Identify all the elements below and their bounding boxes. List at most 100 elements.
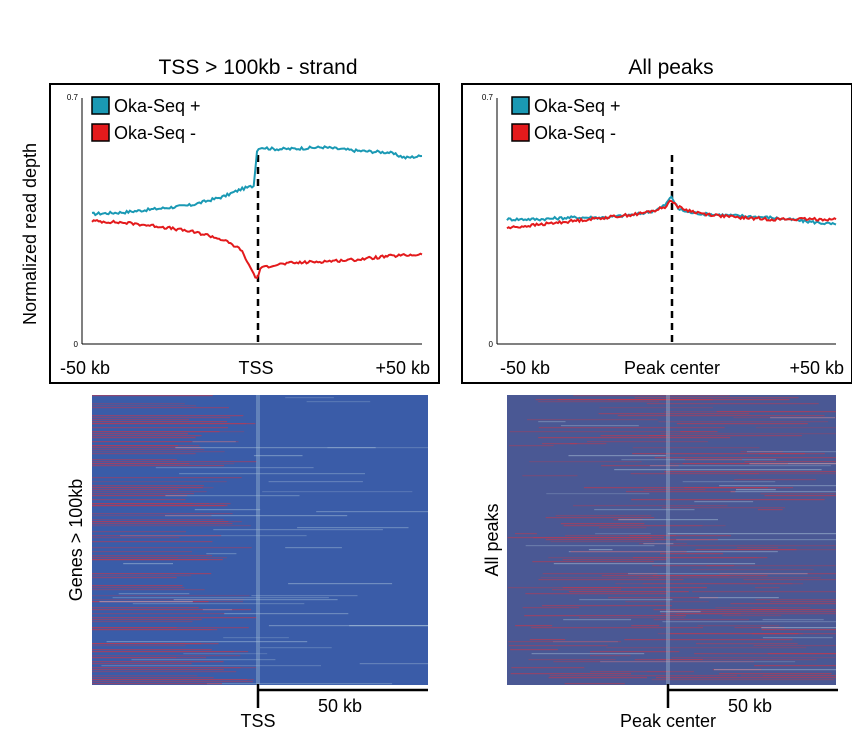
heatmap-streak [770, 417, 835, 419]
heatmap-streak [588, 549, 613, 551]
heatmap-streak [92, 551, 192, 553]
heatmap-streak [639, 543, 687, 545]
heatmap-center-column [256, 395, 260, 685]
heatmap-streak [92, 671, 237, 673]
heatmap-streak [555, 515, 652, 517]
heatmap-peaks: All peaks 50 kb Peak center [482, 395, 838, 731]
heatmap-streak [92, 607, 199, 609]
heatmap-streak [651, 679, 835, 681]
series-lines [506, 195, 837, 230]
heatmap-streak [598, 413, 750, 415]
heatmap-streak [743, 579, 836, 581]
heatmap-streak [730, 491, 836, 493]
heatmap-streak [92, 451, 225, 453]
heatmap-streak [643, 489, 706, 491]
heatmap-streak [92, 669, 224, 671]
heatmap-streak [92, 407, 229, 409]
heatmap-streak [92, 589, 205, 591]
heatmap-streak [92, 599, 244, 601]
heatmap-streak [183, 653, 268, 655]
heatmap-streak [101, 665, 322, 667]
heatmap-streak [175, 447, 376, 449]
y-tick-label-min: 0 [489, 340, 494, 349]
heatmap-streak [92, 441, 239, 443]
heatmap-streak [92, 613, 225, 615]
heatmap-streak [652, 565, 735, 567]
heatmap-streak [762, 637, 833, 639]
heatmap-streak [545, 517, 655, 519]
heatmap-streak [770, 601, 836, 603]
heatmap-streak [532, 561, 654, 563]
heatmap-streak [206, 553, 237, 555]
heatmap-streak [92, 489, 179, 491]
heatmap-streak [92, 459, 177, 461]
heatmap-streak [202, 609, 233, 611]
heatmap-streak [262, 491, 413, 493]
heatmap-streak [694, 501, 754, 503]
heatmap-streak [92, 505, 228, 507]
heatmap-streak [92, 427, 228, 429]
chart-frame [49, 83, 440, 384]
heatmap-streak [527, 419, 658, 421]
heatmap-y-label: Genes > 100kb [66, 479, 86, 602]
heatmap-streak [601, 465, 679, 467]
heatmap-streak [92, 493, 194, 495]
heatmap-streak [706, 565, 836, 567]
heatmap-streak [614, 469, 822, 471]
heatmap-streak [712, 669, 762, 671]
heatmap-streak [92, 417, 231, 419]
heatmap-streak [734, 627, 785, 629]
heatmap-streak [223, 613, 349, 615]
heatmap-streak [549, 675, 738, 677]
heatmap-streak [746, 451, 836, 453]
x-tick-label-left: -50 kb [60, 358, 110, 378]
heatmap-streak [590, 671, 694, 673]
heatmap-streak [579, 617, 685, 619]
heatmap-streak [92, 617, 257, 619]
heatmap-streak [630, 473, 760, 475]
heatmap-streak [563, 525, 726, 527]
heatmap-body [92, 395, 428, 685]
heatmap-streak [92, 541, 213, 543]
heatmap-streak [615, 583, 793, 585]
heatmap-streak [564, 683, 625, 685]
heatmap-streak [507, 537, 652, 539]
heatmap-streak [92, 657, 207, 659]
heatmap-streak [92, 663, 192, 665]
heatmap-streak [664, 471, 836, 473]
heatmap-streak [761, 627, 836, 629]
heatmap-streak [697, 625, 780, 627]
heatmap-streak [92, 575, 192, 577]
heatmap-streak [179, 473, 365, 475]
heatmap-streak [508, 641, 622, 643]
heatmap-streak [583, 487, 768, 489]
heatmap-streak [531, 653, 645, 655]
heatmap-streak [625, 601, 709, 603]
heatmap-streak [643, 543, 674, 545]
heatmap-streak [92, 491, 207, 493]
heatmap-streak [730, 603, 836, 605]
heatmap-streak [92, 487, 214, 489]
heatmap-streak [548, 677, 648, 679]
heatmap-streak [691, 569, 814, 571]
series-line-plus [91, 145, 423, 217]
heatmap-streak [550, 541, 655, 543]
heatmap-streak [359, 663, 428, 665]
heatmap-streak [659, 611, 701, 613]
heatmap-streak [297, 527, 409, 529]
heatmap-streak [253, 455, 303, 457]
heatmap-streak [92, 421, 228, 423]
heatmap-streak [92, 449, 205, 451]
heatmap-streak [694, 653, 836, 655]
heatmap-streak [118, 593, 190, 595]
heatmap-streak [106, 641, 308, 643]
heatmap-streak [699, 597, 779, 599]
heatmap-streak [762, 675, 836, 677]
heatmap-streak [617, 415, 825, 417]
series-line-minus [506, 199, 837, 230]
heatmap-streak [92, 503, 231, 505]
heatmap-streak [755, 427, 836, 429]
heatmap-streak [508, 645, 608, 647]
heatmap-streak [761, 629, 836, 631]
heatmap-streak [565, 535, 677, 537]
